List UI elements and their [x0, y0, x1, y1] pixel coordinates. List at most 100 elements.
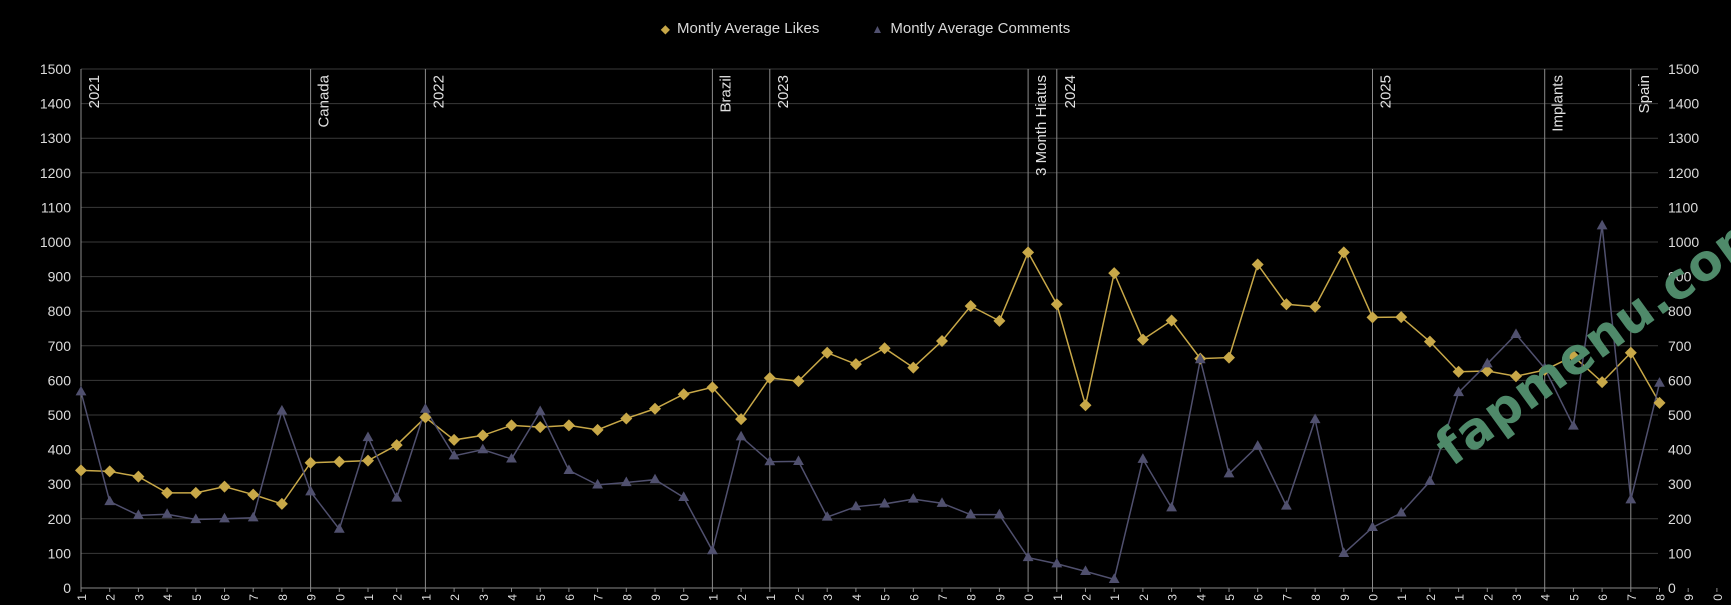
comments-point [75, 385, 87, 396]
comments-point [879, 497, 890, 508]
y-tick-label-right: 100 [1668, 545, 1692, 561]
likes-point [649, 402, 661, 415]
comments-point [477, 443, 489, 454]
comments-point [1080, 565, 1091, 575]
likes-point [1481, 365, 1494, 378]
likes-point [1567, 350, 1580, 363]
comments-point [1338, 547, 1350, 557]
y-tick-label-right: 900 [1668, 269, 1692, 285]
x-tick-label: 0 [1367, 594, 1381, 601]
comments-series-line [80, 225, 1661, 581]
x-tick-label: 2 [793, 594, 807, 601]
comments-point [1166, 501, 1177, 512]
likes-point [620, 412, 633, 425]
annotation-label: Spain [1636, 75, 1653, 113]
x-tick-label: 2 [1481, 594, 1495, 601]
comments-point [1395, 506, 1407, 517]
likes-point [964, 300, 977, 313]
likes-point [1079, 399, 1092, 412]
comments-point [1281, 499, 1292, 510]
likes-point [1366, 311, 1379, 324]
x-tick-label: 2 [448, 594, 462, 601]
y-tick-label-left: 1100 [41, 199, 71, 215]
x-tick-label: 9 [1338, 594, 1352, 601]
likes-point [763, 371, 776, 384]
comments-point [563, 464, 575, 474]
comments-point [1108, 573, 1120, 583]
likes-series-line [80, 250, 1661, 505]
y-tick-label-left: 1200 [40, 165, 71, 181]
annotation-label: Canada [316, 74, 333, 127]
likes-point [505, 419, 518, 432]
comments-point [1596, 219, 1608, 230]
comments-point [448, 449, 460, 460]
comments-point [1625, 493, 1637, 504]
x-tick-label: 8 [620, 594, 634, 601]
likes-point [132, 470, 145, 483]
x-tick-label: 1 [1051, 594, 1065, 601]
y-tick-label-right: 200 [1668, 511, 1692, 527]
x-tick-label: 4 [506, 594, 520, 601]
x-tick-label: 6 [563, 594, 577, 601]
likes-point [476, 429, 489, 442]
legend-item-likes[interactable]: ◆ Montly Average Likes [661, 20, 820, 37]
likes-point [562, 419, 575, 432]
x-tick-label: 4 [1194, 594, 1208, 601]
diamond-icon: ◆ [660, 22, 671, 36]
comments-point [1223, 467, 1235, 478]
comments-point [161, 508, 173, 518]
annotation-label: 2021 [86, 75, 103, 108]
x-tick-label: 7 [247, 594, 261, 601]
x-tick-label: 1 [764, 594, 778, 601]
annotation-label: 3 Month Hiatus [1033, 75, 1050, 176]
x-tick-label: 5 [1223, 594, 1237, 601]
comments-point [1051, 557, 1063, 568]
x-tick-label: 4 [850, 594, 864, 601]
x-tick-label: 6 [1596, 594, 1610, 601]
x-tick-label: 7 [1280, 594, 1294, 601]
y-tick-label-right: 500 [1668, 407, 1692, 423]
likes-point [1022, 246, 1035, 259]
x-tick-label: 6 [1252, 594, 1266, 601]
likes-point [1165, 314, 1178, 327]
x-tick-label: 0 [1711, 594, 1725, 601]
y-tick-label-right: 400 [1668, 442, 1692, 458]
comments-point [534, 405, 546, 416]
x-tick-label: 0 [1022, 594, 1036, 601]
likes-point [1309, 300, 1322, 313]
legend-item-comments[interactable]: ▲ Montly Average Comments [872, 20, 1071, 37]
likes-point [677, 388, 690, 401]
likes-point [1423, 335, 1436, 348]
comments-point [620, 476, 632, 487]
likes-point [161, 486, 174, 499]
comments-point [362, 431, 374, 442]
x-tick-label: 6 [907, 594, 921, 601]
likes-point [1136, 333, 1149, 346]
comments-point [793, 455, 804, 465]
likes-point [1653, 396, 1666, 409]
y-tick-label-left: 100 [48, 545, 72, 561]
likes-point [907, 361, 920, 374]
annotation-label: 2025 [1378, 75, 1395, 108]
legend-label-likes: Montly Average Likes [677, 20, 820, 37]
comments-point [1194, 353, 1206, 364]
x-tick-label: 0 [333, 594, 347, 601]
annotation-label: 2022 [430, 75, 447, 108]
likes-point [1452, 365, 1465, 378]
x-tick-label: 1 [706, 594, 720, 601]
x-tick-label: 2 [1137, 594, 1151, 601]
y-tick-label-left: 500 [48, 407, 72, 423]
y-tick-label-left: 800 [48, 303, 72, 319]
y-tick-label-left: 1300 [40, 130, 71, 146]
x-tick-label: 1 [362, 594, 376, 601]
x-tick-label: 4 [1539, 594, 1553, 601]
x-tick-label: 2 [1424, 594, 1438, 601]
x-tick-label: 2 [1080, 594, 1094, 601]
x-tick-label: 9 [1682, 594, 1696, 601]
x-tick-label: 0 [678, 594, 692, 601]
likes-point [534, 421, 547, 434]
comments-point [850, 500, 862, 511]
comments-point [1453, 386, 1464, 397]
triangle-icon: ▲ [871, 22, 884, 36]
